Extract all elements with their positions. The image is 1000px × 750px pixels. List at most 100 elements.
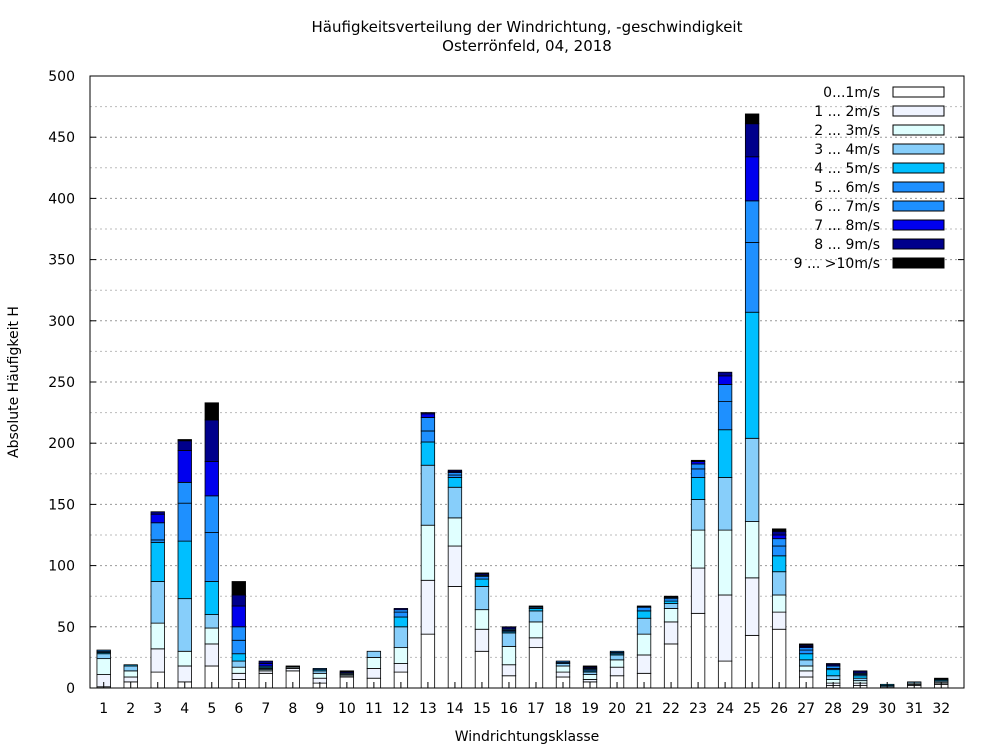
bar-segment (393, 647, 409, 664)
bar-segment (177, 481, 192, 504)
bar-segment (447, 477, 463, 488)
bar-segment (393, 626, 409, 649)
bar-segment (744, 311, 760, 439)
bar-segment (231, 666, 246, 674)
legend-label: 5 ... 6m/s (814, 180, 880, 196)
bar-segment (393, 616, 409, 628)
bar-segment (744, 242, 760, 313)
grid-lines (90, 106, 964, 658)
bar-segment (636, 610, 652, 619)
legend-swatch (892, 219, 945, 231)
bar-segment (150, 648, 165, 673)
bar-segment (771, 530, 787, 536)
bar-segment (177, 440, 192, 451)
bar-segment (528, 621, 544, 639)
bar-segment (771, 528, 787, 532)
bar-segment (798, 649, 814, 655)
bar-segment (771, 555, 787, 573)
x-tick-label: 22 (662, 701, 680, 717)
legend-label: 9 ... >10m/s (794, 256, 880, 272)
bar-segment (420, 633, 436, 689)
bar-segment (717, 594, 733, 662)
x-tick-label: 14 (446, 701, 464, 717)
legend-label: 7 ... 8m/s (814, 218, 880, 234)
bar-segment (177, 598, 192, 652)
bar-segment (204, 614, 219, 629)
bar-segment (285, 665, 300, 668)
x-tick-label: 18 (554, 701, 572, 717)
legend: 0...1m/s 1 ... 2m/s 2 ... 3m/s 3 ... 4m/s 4 … (794, 85, 945, 272)
bar-segment (231, 626, 246, 641)
legend-label: 6 ... 7m/s (814, 199, 880, 215)
bar-segment (204, 627, 219, 645)
bar-segment (447, 486, 463, 519)
bar-segment (393, 663, 409, 673)
bars (96, 113, 949, 689)
bar-segment (366, 657, 382, 669)
bar-segment (150, 522, 165, 541)
bar-segment (690, 459, 706, 462)
bar-segment (231, 594, 246, 607)
bar-segment (717, 529, 733, 596)
bar-segment (150, 581, 165, 624)
bar-segment (312, 668, 327, 671)
bar-segment (744, 521, 760, 579)
y-tick-label: 200 (48, 436, 75, 452)
bar-segment (474, 628, 490, 652)
x-tick-label: 16 (500, 701, 518, 717)
x-tick-label: 20 (608, 701, 626, 717)
x-tick-label: 19 (581, 701, 599, 717)
bar-segment (717, 477, 733, 531)
bar-segment (420, 441, 436, 466)
bar-segment (744, 113, 760, 125)
bar-segment (744, 437, 760, 522)
legend-swatch (892, 124, 945, 136)
bar-segment (744, 634, 760, 689)
bar-segment (150, 541, 165, 582)
bar-segment (717, 384, 733, 402)
x-tick-label: 9 (315, 701, 324, 717)
bar-segment (663, 608, 679, 623)
bar-segment (420, 579, 436, 635)
x-tick-label: 5 (207, 701, 216, 717)
bar-segment (150, 511, 165, 515)
x-tick-label: 12 (392, 701, 410, 717)
bar-segment (177, 540, 192, 600)
bar-segment (204, 581, 219, 615)
bar-segment (690, 567, 706, 614)
bar-segment (204, 402, 219, 421)
bar-segment (447, 469, 463, 472)
chart-title: Häufigkeitsverteilung der Windrichtung, … (312, 18, 743, 36)
bar-segment (798, 643, 814, 646)
x-tick-label: 15 (473, 701, 491, 717)
legend-label: 3 ... 4m/s (814, 142, 880, 158)
x-tick-label: 10 (338, 701, 356, 717)
y-tick-label: 450 (48, 130, 75, 146)
bar-segment (663, 603, 679, 609)
x-tick-label: 27 (797, 701, 815, 717)
bar-segment (420, 413, 436, 418)
bar-segment (609, 654, 625, 661)
legend-swatch (892, 143, 945, 155)
bar-segment (312, 672, 327, 679)
x-tick-label: 8 (288, 701, 297, 717)
bar-segment (123, 664, 138, 667)
x-tick-label: 28 (824, 701, 842, 717)
legend-swatch (892, 200, 945, 212)
bar-segment (420, 430, 436, 443)
bar-segment (420, 464, 436, 526)
bar-segment (528, 637, 544, 649)
bar-segment (528, 605, 544, 608)
x-tick-label: 29 (851, 701, 869, 717)
bar-segment (744, 200, 760, 243)
y-tick-label: 250 (48, 375, 75, 391)
bar-segment (582, 674, 598, 680)
bar-segment (204, 532, 219, 582)
bar-segment (177, 650, 192, 667)
legend-swatch (892, 181, 945, 193)
x-tick-label: 17 (527, 701, 545, 717)
bar-segment (690, 499, 706, 531)
bar-segment (420, 417, 436, 432)
bar-segment (420, 524, 436, 581)
x-tick-label: 11 (365, 701, 383, 717)
